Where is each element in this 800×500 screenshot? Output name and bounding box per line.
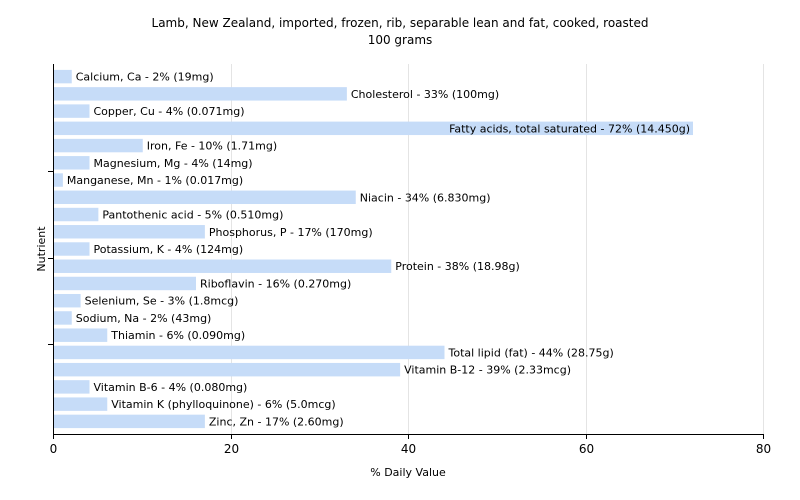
bar-label: Iron, Fe - 10% (1.71mg) [147,140,277,153]
bar [54,328,108,342]
x-tick-label: 80 [756,442,771,456]
bar [54,173,63,187]
bar-label: Copper, Cu - 4% (0.071mg) [94,105,245,118]
x-tick-label: 20 [224,442,239,456]
bar-label: Manganese, Mn - 1% (0.017mg) [67,174,243,187]
bar [54,397,108,411]
bar-label: Cholesterol - 33% (100mg) [351,88,499,101]
bar-label: Vitamin K (phylloquinone) - 6% (5.0mcg) [111,398,335,411]
bar [54,156,90,170]
bar-label: Sodium, Na - 2% (43mg) [76,312,212,325]
bar [54,276,196,291]
bar-label: Riboflavin - 16% (0.270mg) [200,277,351,290]
x-tick-label: 60 [579,442,594,456]
bar-label: Selenium, Se - 3% (1.8mcg) [85,295,239,308]
bar-label: Fatty acids, total saturated - 72% (14.4… [449,122,690,135]
y-axis-title: Nutrient [35,226,48,272]
bar [54,138,143,153]
bar-label: Magnesium, Mg - 4% (14mg) [94,157,253,170]
bar-label: Vitamin B-12 - 39% (2.33mcg) [404,364,571,377]
bar-label: Thiamin - 6% (0.090mg) [110,329,245,342]
bar-label: Pantothenic acid - 5% (0.510mg) [102,209,283,222]
bar-label: Phosphorus, P - 17% (170mg) [209,226,373,239]
bar-label: Vitamin B-6 - 4% (0.080mg) [94,381,248,394]
x-tick-label: 40 [401,442,416,456]
bar-label: Protein - 38% (18.98g) [395,260,520,273]
bar-label: Potassium, K - 4% (124mg) [94,243,244,256]
bar-label: Niacin - 34% (6.830mg) [360,191,491,204]
bar [54,293,81,308]
bar [54,311,72,325]
y-axis-ticks [48,171,53,345]
bar [54,104,90,118]
bar [54,121,693,136]
bar [54,69,72,84]
bar [54,190,356,205]
bar [54,242,90,256]
chart-subtitle: 100 grams [368,33,433,47]
bar-label: Zinc, Zn - 17% (2.60mg) [209,415,344,428]
bar [54,345,445,360]
bar-label: Total lipid (fat) - 44% (28.75g) [448,346,614,359]
x-tick-label: 0 [50,442,58,456]
bar [54,414,205,429]
bar [54,87,347,101]
bar [54,362,401,377]
bar [54,380,90,394]
x-axis-ticks: 0 20 40 60 80 [50,434,771,456]
x-axis-title: % Daily Value [370,466,446,479]
bar [54,225,205,239]
bar [54,207,99,222]
bars-group: Calcium, Ca - 2% (19mg) Cholesterol - 33%… [54,69,693,429]
chart-title: Lamb, New Zealand, imported, frozen, rib… [152,16,649,30]
bar [54,259,392,273]
bar-label: Calcium, Ca - 2% (19mg) [76,71,214,84]
